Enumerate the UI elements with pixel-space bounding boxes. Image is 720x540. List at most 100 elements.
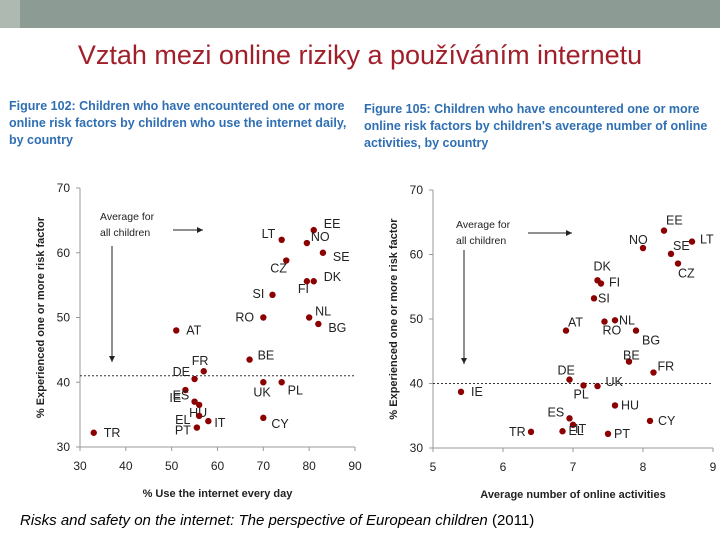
point-label-pl: PL [574, 387, 589, 401]
point-label-it: IT [575, 422, 586, 436]
y-tick-label: 60 [410, 248, 424, 262]
data-point-si [269, 291, 276, 299]
point-label-si: SI [253, 287, 265, 301]
caption-year: (2011) [487, 512, 535, 529]
data-point-ie [182, 386, 189, 394]
data-point-se [319, 249, 327, 256]
x-tick-label: 80 [302, 459, 316, 473]
annotation-arrowhead-right [566, 230, 572, 236]
point-label-at: AT [186, 323, 201, 337]
slide-top-bar-accent [0, 0, 20, 28]
chart-1: 30 40 50 60 70 30 40 50 60 70 80 90 % Use the intern… [35, 181, 362, 500]
point-label-dk: DK [594, 259, 612, 273]
data-point-it [569, 421, 577, 428]
x-axis-label: Average number of online activities [480, 489, 665, 501]
point-label-pt: PT [614, 427, 630, 441]
data-point-es [566, 415, 573, 422]
data-point-ro [601, 318, 608, 325]
point-label-nl: NL [619, 313, 635, 327]
point-label-at: AT [568, 316, 583, 330]
point-label-es: ES [173, 389, 190, 403]
y-tick-label: 40 [410, 377, 424, 391]
point-label-ro: RO [603, 324, 622, 338]
x-tick-label: 40 [119, 459, 133, 473]
x-tick-label: 8 [640, 460, 647, 474]
y-tick-label: 50 [57, 311, 71, 325]
point-label-uk: UK [253, 385, 271, 399]
y-tick-label: 70 [57, 181, 71, 195]
slide-top-bar [0, 0, 720, 28]
average-annotation-line: all children [456, 235, 506, 247]
data-point-nl [611, 317, 619, 324]
annotation-arrowhead-down [461, 358, 467, 364]
data-point-se [667, 250, 675, 258]
data-point-at [562, 327, 570, 334]
point-label-uk: UK [606, 375, 624, 389]
chart-2: 30 40 50 60 70 5 6 7 8 9 Average number of online … [388, 183, 717, 501]
average-annotation: Average for all children [456, 219, 511, 247]
point-label-ro: RO [235, 311, 254, 325]
point-label-be: BE [258, 349, 275, 363]
data-point-pt [193, 424, 201, 431]
x-axis-label: % Use the internet every day [143, 488, 294, 500]
x-tick-label: 70 [257, 459, 271, 473]
data-point-pl [278, 379, 285, 386]
data-point-ro [260, 314, 267, 321]
average-annotation: Average for all children [100, 211, 155, 239]
point-label-ee: EE [666, 214, 683, 228]
data-point-ee [310, 226, 317, 234]
point-label-no: NO [629, 233, 648, 247]
data-point-de [566, 376, 573, 383]
data-point-el [559, 428, 566, 435]
data-point-tr [90, 429, 97, 436]
point-label-dk: DK [324, 270, 342, 284]
y-tick-label: 60 [57, 246, 71, 260]
y-axis-label: % Experienced one or more risk factor [35, 216, 47, 418]
point-label-lt: LT [700, 233, 714, 247]
data-point-de [191, 375, 198, 383]
y-tick-label: 40 [57, 375, 71, 389]
point-label-fr: FR [658, 360, 675, 374]
point-label-tr: TR [509, 425, 526, 439]
data-point-el [195, 412, 203, 420]
point-label-es: ES [548, 405, 565, 419]
data-point-cy [260, 414, 267, 422]
data-point-fr [200, 368, 207, 375]
annotation-arrowhead-down [109, 356, 115, 362]
x-tick-label: 30 [73, 459, 87, 473]
point-label-lt: LT [262, 227, 276, 241]
data-point-lt [688, 238, 696, 245]
data-point-es [191, 398, 198, 405]
data-point-si [590, 295, 598, 302]
point-label-cy: CY [658, 414, 676, 428]
source-caption: Risks and safety on the internet: The pe… [20, 512, 710, 529]
point-label-pt: PT [175, 424, 191, 438]
point-label-it: IT [214, 416, 225, 430]
point-label-el: EL [175, 413, 190, 427]
point-label-cz: CZ [270, 262, 287, 276]
data-point-dk [310, 278, 317, 285]
data-point-cz [674, 260, 682, 267]
data-point-uk [594, 382, 601, 390]
data-point-fi [597, 280, 605, 287]
x-tick-label: 7 [570, 460, 577, 474]
data-point-cy [646, 417, 654, 425]
point-label-bg: BG [328, 321, 346, 335]
point-label-no: NO [311, 230, 330, 244]
y-tick-label: 30 [410, 441, 424, 455]
y-axis-label: % Experienced one or more risk factor [388, 218, 400, 420]
data-point-hu [611, 402, 619, 409]
point-label-de: DE [173, 365, 190, 379]
figure-105-title: Figure 105: Children who have encountere… [364, 102, 708, 150]
data-point-be [625, 358, 633, 365]
x-tick-label: 6 [500, 460, 507, 474]
data-point-ee [660, 227, 668, 234]
x-tick-label: 50 [165, 459, 179, 473]
data-point-no [639, 244, 647, 252]
average-annotation-line: all children [100, 227, 150, 239]
point-label-fi: FI [609, 276, 620, 290]
average-annotation-line: Average for [456, 219, 511, 231]
data-point-at [173, 327, 180, 334]
data-point-cz [283, 257, 290, 264]
